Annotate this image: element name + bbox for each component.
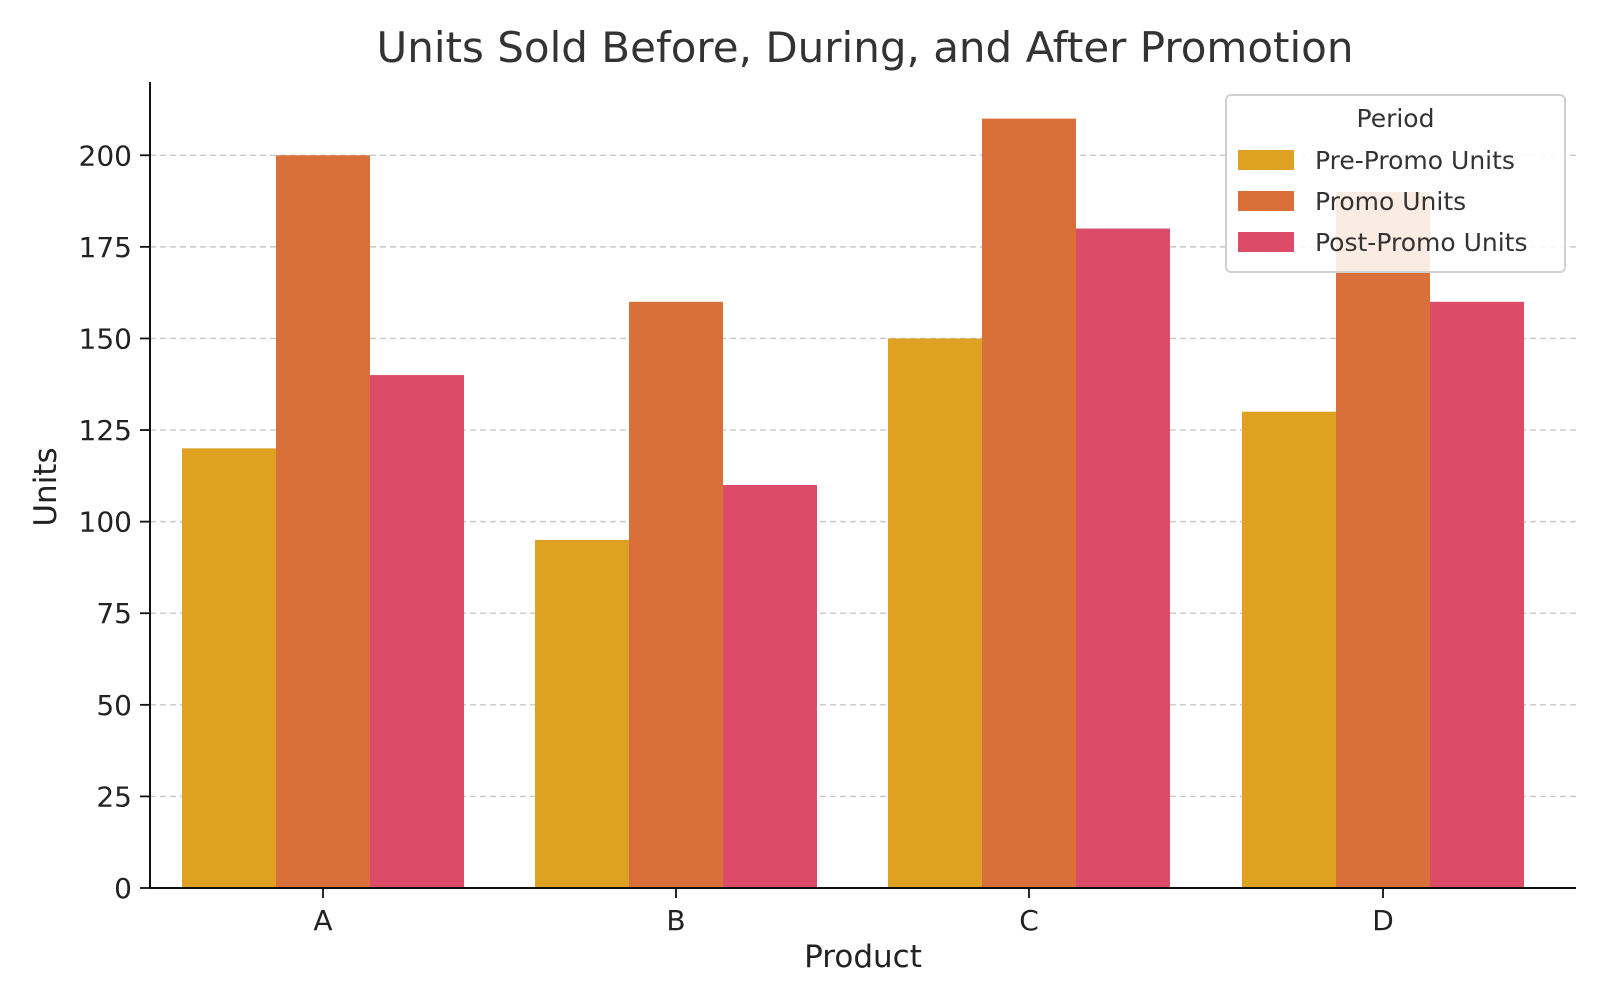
legend-box — [1225, 94, 1566, 273]
y-tick-label: 125 — [79, 414, 132, 447]
bar-b-promo-units — [629, 301, 723, 888]
y-tick-label: 50 — [96, 689, 132, 722]
y-axis-label: Units — [28, 447, 64, 526]
chart-title: Units Sold Before, During, and After Pro… — [377, 23, 1354, 72]
bar-a-promo-units — [276, 155, 370, 889]
x-axis-label: Product — [804, 939, 922, 975]
legend: Period Pre-Promo Units Promo Units Post-Pro… — [1225, 94, 1566, 273]
y-tick-label: 25 — [96, 780, 132, 813]
axes-layer — [140, 82, 1576, 898]
legend-label: Pre-Promo Units — [1315, 146, 1515, 175]
bar-c-promo-units — [982, 118, 1076, 889]
legend-label: Post-Promo Units — [1315, 228, 1528, 257]
y-tick-label: 175 — [79, 231, 132, 264]
bar-d-pre-promo-units — [1242, 411, 1336, 888]
bar-c-pre-promo-units — [888, 338, 982, 888]
x-tick-label: D — [1372, 904, 1394, 937]
legend-swatch-promo-units — [1238, 191, 1294, 211]
legend-label: Promo Units — [1315, 187, 1466, 216]
bar-d-promo-units — [1336, 191, 1430, 889]
bar-d-post-promo-units — [1430, 301, 1524, 888]
legend-swatch-post-promo-units — [1238, 232, 1294, 252]
x-tick-label: A — [313, 904, 332, 937]
bar-c-post-promo-units — [1076, 228, 1170, 888]
bar-b-post-promo-units — [723, 485, 817, 888]
bar-a-post-promo-units — [370, 375, 464, 888]
y-tick-label: 150 — [79, 322, 132, 355]
y-tick-label: 0 — [114, 872, 132, 905]
bar-a-pre-promo-units — [182, 448, 276, 888]
x-tick-label: B — [666, 904, 685, 937]
y-tick-label: 200 — [79, 139, 132, 172]
legend-swatch-pre-promo-units — [1238, 150, 1294, 170]
legend-title: Period — [1357, 104, 1435, 133]
y-tick-label: 75 — [96, 597, 132, 630]
bars-layer — [182, 118, 1524, 889]
grid-layer — [150, 154, 1576, 798]
x-tick-label: C — [1019, 904, 1039, 937]
y-tick-label: 100 — [79, 506, 132, 539]
bar-b-pre-promo-units — [535, 539, 629, 888]
labels-layer: 0 25 50 75 100 125 150 175 200 A B C D — [79, 139, 1394, 937]
